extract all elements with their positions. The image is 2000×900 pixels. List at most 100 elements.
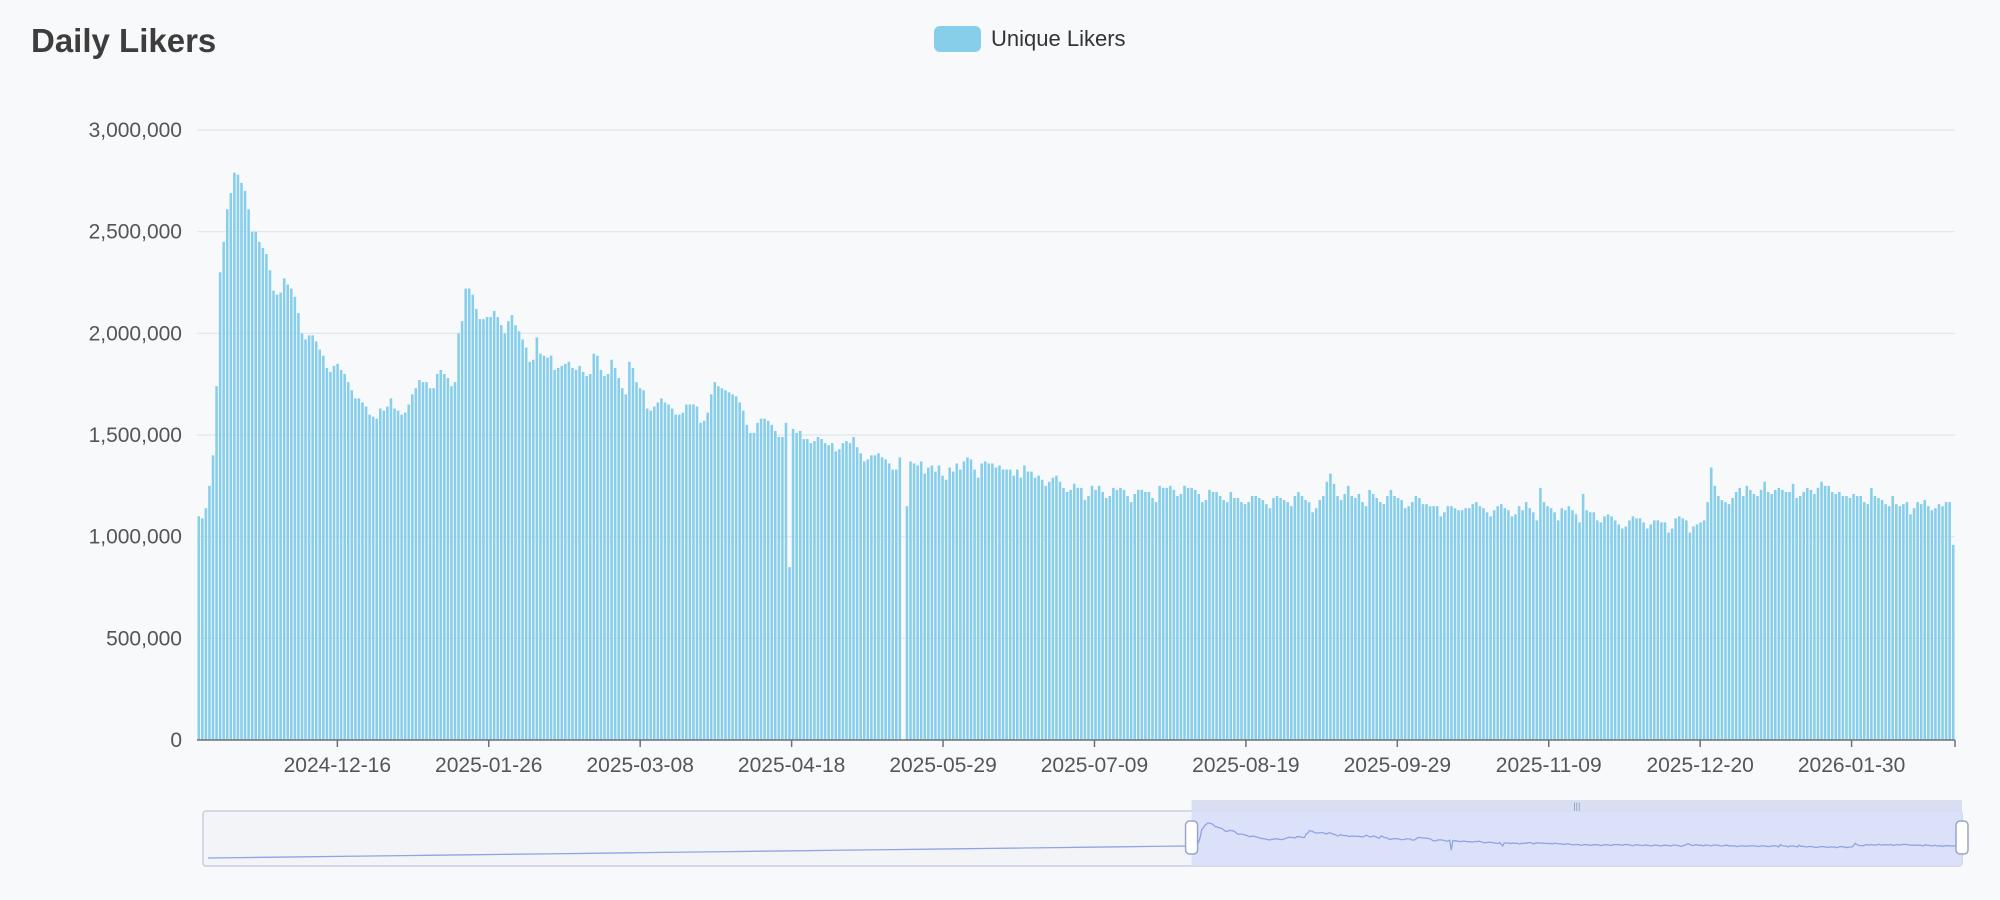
bar — [1026, 471, 1030, 740]
bar — [1218, 496, 1222, 740]
bar — [1339, 500, 1343, 740]
bar — [1492, 510, 1496, 740]
bar — [1770, 493, 1774, 740]
bar — [987, 463, 991, 740]
zoom-start-handle[interactable] — [1184, 820, 1199, 855]
y-tick-label: 2,500,000 — [89, 221, 182, 244]
bar — [1268, 508, 1272, 740]
zoom-end-handle[interactable] — [1955, 820, 1969, 855]
bar — [1354, 498, 1357, 740]
bar — [1934, 508, 1937, 740]
bar — [1453, 508, 1457, 740]
bar — [1898, 506, 1902, 740]
bar — [1489, 516, 1492, 740]
bar — [1706, 502, 1709, 740]
bar — [1873, 496, 1877, 740]
bar — [813, 441, 816, 740]
bar — [1169, 485, 1172, 740]
bar — [1482, 508, 1485, 740]
bar — [1080, 487, 1083, 740]
bar — [499, 325, 503, 740]
bar — [1055, 475, 1058, 740]
bar — [873, 455, 877, 740]
bar — [759, 418, 763, 740]
y-tick-label: 2,000,000 — [89, 322, 182, 345]
bar — [1371, 493, 1375, 740]
bar — [389, 398, 393, 740]
bar — [1692, 526, 1695, 740]
bar — [610, 359, 613, 740]
bar — [421, 382, 425, 740]
bar — [642, 390, 645, 740]
bar — [909, 461, 912, 740]
bar — [1300, 496, 1304, 740]
bar — [1674, 518, 1677, 740]
bar — [1104, 498, 1108, 740]
bar — [1514, 514, 1517, 740]
bar — [553, 369, 556, 740]
bar — [620, 388, 624, 740]
bar — [314, 341, 318, 740]
bar — [1460, 510, 1464, 740]
bar — [720, 388, 724, 740]
bar — [1197, 493, 1201, 740]
bar — [1129, 502, 1133, 740]
bar — [489, 317, 492, 740]
bar — [1528, 508, 1532, 740]
bar — [766, 420, 770, 740]
legend-item-unique-likers[interactable]: Unique Likers — [934, 26, 1126, 52]
y-tick-label: 0 — [170, 729, 182, 752]
bar — [567, 361, 571, 740]
bar — [261, 247, 265, 740]
bar — [1485, 512, 1489, 740]
bar — [1389, 489, 1393, 740]
bar — [346, 382, 350, 740]
bar — [848, 443, 852, 740]
bar — [1158, 485, 1161, 740]
data-zoom-slider[interactable]: ||| — [202, 800, 1969, 867]
bar — [257, 241, 261, 741]
bar — [603, 376, 606, 740]
bar — [564, 363, 567, 740]
bar — [1008, 469, 1012, 740]
x-tick-label: 2025-03-08 — [586, 754, 693, 777]
zoom-move-bar[interactable] — [1191, 800, 1962, 811]
bar — [1713, 485, 1717, 740]
bar — [560, 365, 564, 740]
bar — [1603, 516, 1606, 740]
bar — [1823, 485, 1827, 740]
bar — [1631, 516, 1635, 740]
x-tick-label: 2025-08-19 — [1192, 754, 1299, 777]
bar — [927, 467, 930, 740]
bar — [1083, 500, 1087, 740]
bar — [247, 209, 250, 741]
bar — [1645, 528, 1649, 740]
bar — [1503, 508, 1507, 740]
bar — [1058, 481, 1062, 740]
bar — [1820, 481, 1823, 740]
bar — [585, 376, 588, 740]
bar — [1190, 487, 1193, 740]
bar — [1909, 514, 1912, 740]
bar — [1471, 504, 1475, 740]
bar — [233, 172, 236, 740]
bar — [236, 174, 240, 740]
bar — [1916, 502, 1919, 740]
bar — [1564, 510, 1567, 740]
zoom-grip-icon: ||| — [1573, 801, 1580, 811]
bar — [1912, 508, 1916, 740]
bar — [1546, 506, 1549, 740]
bar — [1311, 512, 1314, 740]
bar — [1275, 496, 1279, 740]
bar — [1432, 506, 1435, 740]
bar — [1834, 493, 1838, 740]
bar — [357, 398, 361, 740]
zoom-selection[interactable] — [1191, 811, 1962, 866]
y-tick-label: 1,000,000 — [89, 526, 182, 549]
bar — [1418, 498, 1421, 740]
bar — [1510, 516, 1514, 740]
bar — [1261, 500, 1265, 740]
bar — [806, 439, 809, 740]
bar — [841, 443, 845, 740]
bar — [709, 394, 713, 740]
